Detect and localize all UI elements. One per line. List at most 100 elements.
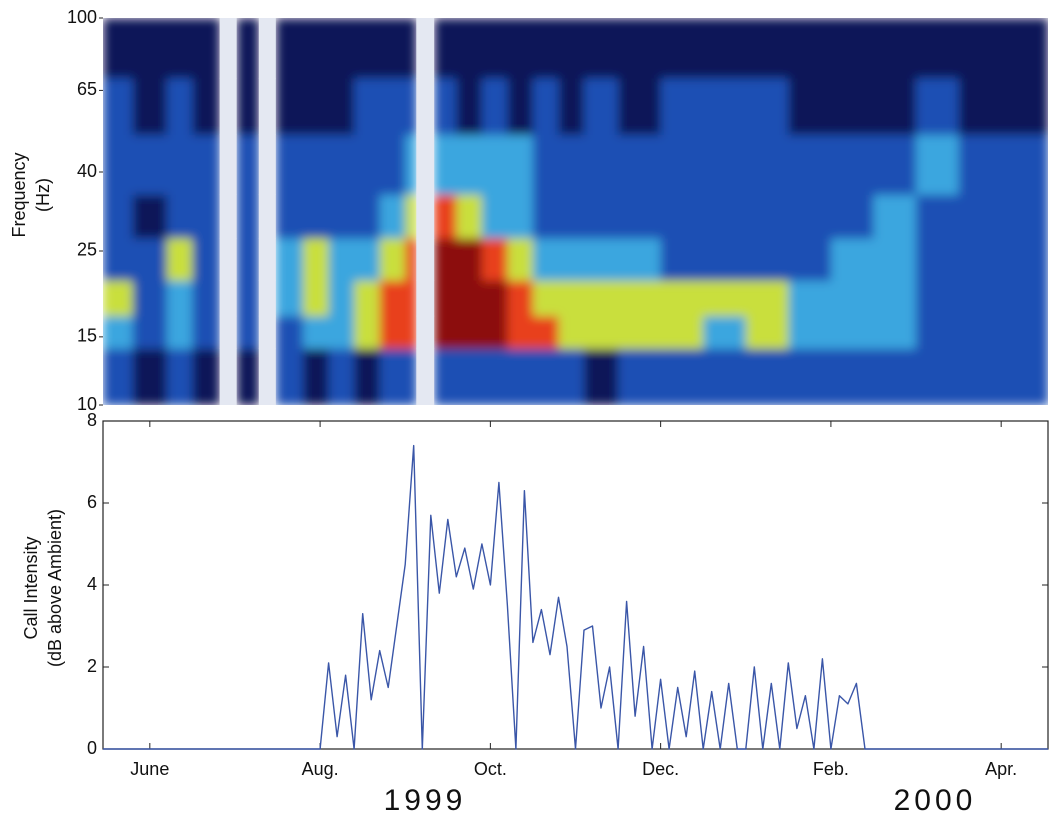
heat-cell bbox=[873, 134, 917, 195]
heat-cell bbox=[532, 194, 559, 239]
y-tick-label: 100 bbox=[67, 7, 97, 27]
x-tick-label: Oct. bbox=[474, 759, 507, 779]
heat-cell bbox=[584, 194, 619, 239]
heat-cell bbox=[275, 134, 304, 195]
heat-cell bbox=[103, 77, 134, 135]
heat-cell bbox=[660, 18, 704, 79]
heat-cell bbox=[379, 348, 406, 405]
heat-cell bbox=[192, 194, 221, 239]
heat-cell bbox=[507, 348, 534, 405]
data-gap bbox=[258, 238, 276, 281]
heat-cell bbox=[958, 134, 1002, 195]
heat-cell bbox=[303, 348, 330, 405]
heat-cell bbox=[192, 134, 221, 195]
heat-cell bbox=[132, 77, 168, 135]
heat-cell bbox=[481, 280, 508, 317]
x-tick-label: Dec. bbox=[642, 759, 679, 779]
spectrogram-cells bbox=[103, 18, 1048, 405]
heat-cell bbox=[745, 238, 789, 281]
y-axis-label: Frequency bbox=[9, 152, 29, 237]
heat-cell bbox=[328, 315, 355, 349]
heat-cell bbox=[405, 280, 417, 317]
heat-cell bbox=[788, 77, 832, 135]
heat-cell bbox=[703, 238, 747, 281]
heat-cell bbox=[1001, 238, 1048, 281]
heat-cell bbox=[584, 77, 619, 135]
heat-cell bbox=[275, 194, 304, 239]
heat-cell bbox=[166, 77, 193, 135]
data-gap bbox=[219, 18, 237, 79]
data-gap bbox=[219, 315, 237, 349]
heat-cell bbox=[830, 194, 874, 239]
heat-cell bbox=[618, 238, 662, 281]
heat-cell bbox=[103, 18, 134, 79]
data-gap bbox=[416, 194, 435, 239]
heat-cell bbox=[873, 18, 917, 79]
heat-cell bbox=[132, 348, 168, 405]
data-gap bbox=[416, 238, 435, 281]
heat-cell bbox=[788, 134, 832, 195]
year-label: 1999 bbox=[384, 784, 467, 817]
heat-cell bbox=[830, 280, 874, 317]
heat-cell bbox=[958, 77, 1002, 135]
data-gap bbox=[219, 348, 237, 405]
heat-cell bbox=[132, 315, 168, 349]
heat-cell bbox=[303, 194, 330, 239]
heat-cell bbox=[532, 315, 559, 349]
data-gap bbox=[219, 134, 237, 195]
heat-cell bbox=[745, 280, 789, 317]
x-tick-label: Aug. bbox=[302, 759, 339, 779]
y-tick-label: 6 bbox=[87, 492, 97, 512]
heat-cell bbox=[703, 18, 747, 79]
heat-cell bbox=[660, 77, 704, 135]
y-tick-label: 25 bbox=[77, 240, 97, 260]
heat-cell bbox=[958, 18, 1002, 79]
heat-cell bbox=[1001, 315, 1048, 349]
heat-cell bbox=[916, 315, 960, 349]
heat-cell bbox=[192, 18, 221, 79]
y-tick-label: 0 bbox=[87, 738, 97, 758]
heat-cell bbox=[703, 315, 747, 349]
heat-cell bbox=[618, 315, 662, 349]
heat-cell bbox=[481, 238, 508, 281]
heat-cell bbox=[958, 238, 1002, 281]
heat-cell bbox=[584, 315, 619, 349]
heat-cell bbox=[916, 134, 960, 195]
heat-cell bbox=[745, 18, 789, 79]
heat-cell bbox=[354, 315, 381, 349]
heat-cell bbox=[236, 280, 260, 317]
heat-cell bbox=[434, 18, 457, 79]
heat-cell bbox=[916, 348, 960, 405]
heat-cell bbox=[660, 280, 704, 317]
heat-cell bbox=[456, 18, 483, 79]
heat-cell bbox=[379, 18, 406, 79]
heat-cell bbox=[275, 348, 304, 405]
heat-cell bbox=[558, 18, 585, 79]
heat-cell bbox=[830, 18, 874, 79]
heat-cell bbox=[275, 315, 304, 349]
heat-cell bbox=[788, 280, 832, 317]
heat-cell bbox=[405, 315, 417, 349]
heat-cell bbox=[507, 280, 534, 317]
heat-cell bbox=[456, 238, 483, 281]
heat-cell bbox=[1001, 18, 1048, 79]
y-axis-label: Call Intensity bbox=[21, 536, 41, 639]
heat-cell bbox=[132, 18, 168, 79]
heat-cell bbox=[103, 238, 134, 281]
heat-cell bbox=[192, 238, 221, 281]
heat-cell bbox=[303, 77, 330, 135]
data-gap bbox=[219, 194, 237, 239]
heat-cell bbox=[434, 77, 457, 135]
heat-cell bbox=[132, 280, 168, 317]
heat-cell bbox=[1001, 194, 1048, 239]
heat-cell bbox=[354, 134, 381, 195]
data-gap bbox=[258, 77, 276, 135]
heat-cell bbox=[873, 238, 917, 281]
year-label: 2000 bbox=[894, 784, 977, 817]
heat-cell bbox=[328, 77, 355, 135]
x-tick-label: Apr. bbox=[985, 759, 1017, 779]
y-tick-label: 65 bbox=[77, 79, 97, 99]
heat-cell bbox=[558, 134, 585, 195]
heat-cell bbox=[873, 348, 917, 405]
